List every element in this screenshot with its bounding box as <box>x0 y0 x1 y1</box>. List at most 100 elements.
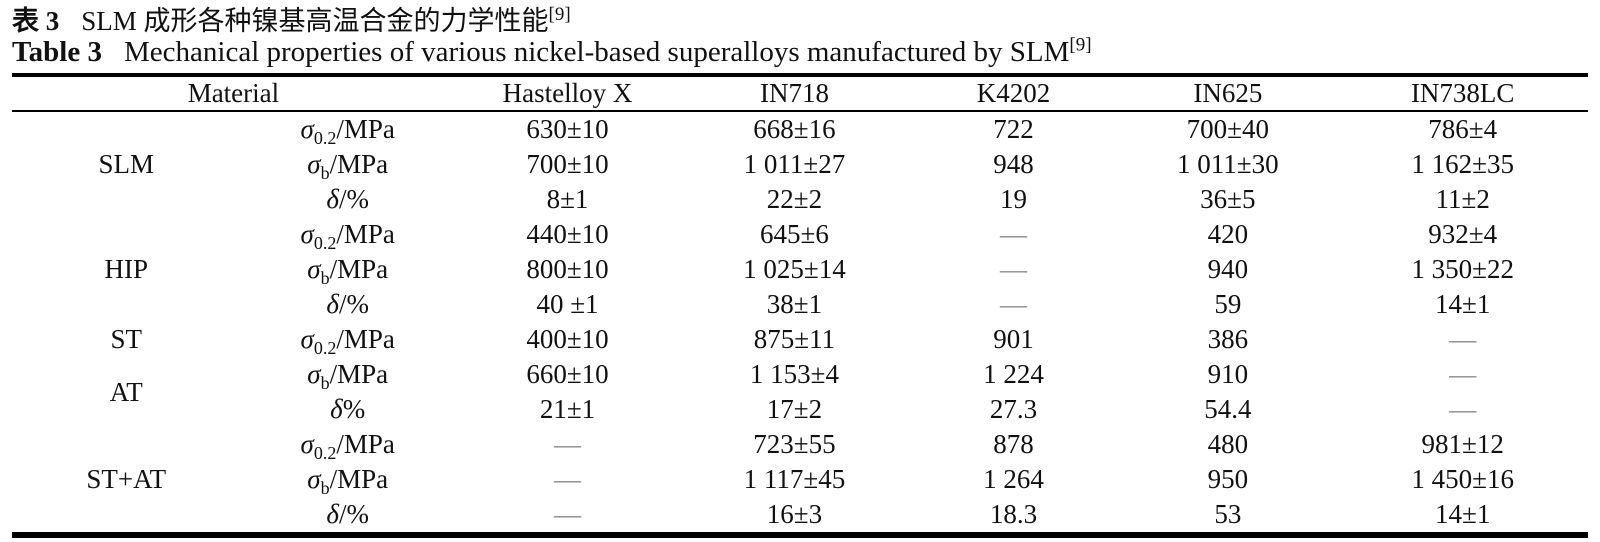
property-label: δ% <box>241 392 455 427</box>
table-row: δ/% — 16±3 18.3 53 14±1 <box>12 497 1588 535</box>
caption-zh-text: SLM 成形各种镍基高温合金的力学性能 <box>81 6 549 36</box>
table-cell: — <box>1000 254 1028 284</box>
group-label-hip: HIP <box>104 254 149 284</box>
table-cell: 1 011±30 <box>1177 149 1279 179</box>
table-cell: 19 <box>1000 184 1028 214</box>
property-label: δ/% <box>241 497 455 535</box>
property-unit: /MPa <box>329 149 389 179</box>
table-cell: 723±55 <box>753 429 836 459</box>
property-unit: /MPa <box>329 359 389 389</box>
caption-zh: 表 3 SLM 成形各种镍基高温合金的力学性能[9] <box>12 4 1588 37</box>
property-symbol: σ <box>300 429 314 459</box>
table-row: δ/% 40 ±1 38±1 — 59 14±1 <box>12 287 1588 322</box>
property-label: σb/MPa <box>241 357 455 392</box>
property-unit: /MPa <box>336 114 395 144</box>
table-cell: 700±10 <box>526 149 609 179</box>
property-label: σb/MPa <box>241 462 455 497</box>
table-cell: — <box>1449 359 1477 389</box>
property-symbol: δ <box>326 289 339 319</box>
table-cell: — <box>1449 324 1477 354</box>
table-cell: 17±2 <box>766 394 823 424</box>
table-cell: 786±4 <box>1428 114 1498 144</box>
table-cell: — <box>1000 219 1028 249</box>
property-label: δ/% <box>241 182 455 217</box>
table-row: ST σ0.2/MPa 400±10 875±11 901 386 — <box>12 322 1588 357</box>
property-subscript: b <box>320 373 330 393</box>
property-unit: /MPa <box>329 464 389 494</box>
property-symbol: σ <box>300 219 314 249</box>
caption-en: Table 3 Mechanical properties of various … <box>12 35 1588 68</box>
header-row: Material Hastelloy X IN718 K4202 IN625 I… <box>12 75 1588 112</box>
property-label: δ/% <box>241 287 455 322</box>
table-row: HIP σ0.2/MPa 440±10 645±6 — 420 932±4 <box>12 217 1588 284</box>
table-cell: 8±1 <box>546 184 589 214</box>
caption-en-label: Table 3 <box>12 36 102 68</box>
table-cell: 1 450±16 <box>1411 464 1514 494</box>
property-symbol: δ <box>330 394 343 424</box>
table-cell: 722 <box>993 114 1034 144</box>
header-material: Material <box>12 75 455 112</box>
header-alloy-hastelloy-x: Hastelloy X <box>454 75 681 112</box>
table-cell: 932±4 <box>1428 219 1498 249</box>
property-label: σ0.2/MPa <box>241 322 455 357</box>
table-row: σb/MPa 800±10 1 025±14 — 940 1 350±22 <box>12 252 1588 287</box>
property-unit: /MPa <box>336 219 395 249</box>
property-symbol: σ <box>307 254 321 284</box>
caption-zh-ref: [9] <box>548 4 571 25</box>
property-subscript: 0.2 <box>313 128 337 148</box>
property-symbol: σ <box>307 149 321 179</box>
property-subscript: 0.2 <box>313 338 337 358</box>
property-unit: /MPa <box>329 254 389 284</box>
property-unit: /MPa <box>336 429 395 459</box>
table-cell: 1 025±14 <box>743 254 846 284</box>
table-cell: 400±10 <box>526 324 609 354</box>
table-row: δ/% 8±1 22±2 19 36±5 11±2 <box>12 182 1588 217</box>
table-cell: 981±12 <box>1421 429 1504 459</box>
table-row: SLM σ0.2/MPa 630±10 668±16 722 700±40 78… <box>12 111 1588 179</box>
table-row: AT σb/MPa 660±10 1 153±4 1 224 910 — <box>12 357 1588 407</box>
table-row: σb/MPa — 1 117±45 1 264 950 1 450±16 <box>12 462 1588 497</box>
property-symbol: σ <box>307 464 321 494</box>
property-subscript: b <box>320 163 330 183</box>
property-unit: /% <box>338 184 369 214</box>
table-cell: 668±16 <box>753 114 836 144</box>
table-cell: 27.3 <box>989 394 1038 424</box>
header-alloy-in718: IN718 <box>680 75 909 112</box>
property-unit: /MPa <box>336 324 395 354</box>
table-cell: 948 <box>993 149 1034 179</box>
property-symbol: σ <box>300 324 314 354</box>
table-cell: 18.3 <box>989 499 1038 529</box>
property-unit: % <box>342 394 366 424</box>
table-cell: 645±6 <box>760 219 829 249</box>
table-cell: 901 <box>993 324 1034 354</box>
table-cell: 59 <box>1214 289 1242 319</box>
property-subscript: 0.2 <box>313 443 337 463</box>
table-cell: 1 153±4 <box>749 359 839 389</box>
property-subscript: b <box>320 268 330 288</box>
property-label: σ0.2/MPa <box>241 427 455 462</box>
table-cell: 910 <box>1207 359 1249 389</box>
table-cell: 22±2 <box>766 184 823 214</box>
header-alloy-k4202: K4202 <box>908 75 1119 112</box>
table-cell: 21±1 <box>539 394 596 424</box>
table-cell: 1 011±27 <box>743 149 846 179</box>
table-cell: 1 117±45 <box>743 464 846 494</box>
property-symbol: δ <box>326 184 339 214</box>
table-row: σb/MPa 700±10 1 011±27 948 1 011±30 1 16… <box>12 147 1588 182</box>
group-label-at: AT <box>109 376 143 407</box>
property-subscript: b <box>320 478 330 498</box>
header-alloy-in625: IN625 <box>1118 75 1338 112</box>
property-unit: /% <box>338 499 369 529</box>
table-cell: 40 ±1 <box>536 289 599 319</box>
group-label-slm: SLM <box>98 149 155 179</box>
table-row: ST+AT σ0.2/MPa — 723±55 878 480 981±12 <box>12 427 1588 494</box>
table-cell: 480 <box>1207 429 1249 459</box>
group-label-st: ST <box>110 324 143 354</box>
table-cell: 660±10 <box>526 359 609 389</box>
table-cell: — <box>554 499 582 529</box>
table-cell: 875±11 <box>753 324 836 354</box>
table-row: δ% 21±1 17±2 27.3 54.4 — <box>12 392 1588 427</box>
table-cell: 14±1 <box>1435 499 1491 529</box>
property-symbol: σ <box>300 114 314 144</box>
table-cell: 1 350±22 <box>1411 254 1514 284</box>
